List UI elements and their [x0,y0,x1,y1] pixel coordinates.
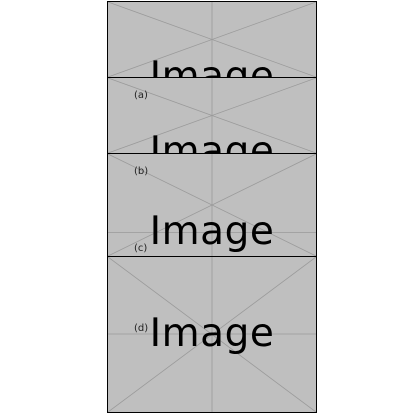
placeholder-cross-icon [108,78,316,153]
subfigure-caption-c: (c) [134,243,148,254]
subfigure-caption-b: (b) [134,166,149,177]
placeholder-text: Image [149,129,275,154]
image-placeholder-4: Image [107,256,317,413]
subfigure-caption-a: (a) [134,90,148,101]
image-placeholder-3: Image [107,153,317,257]
placeholder-cross-icon [108,257,316,412]
image-placeholder-2: Image [107,77,317,154]
placeholder-cross-icon [108,2,316,77]
placeholder-text: Image [149,311,275,356]
placeholder-text: Image [149,54,275,78]
placeholder-text: Image [149,209,275,254]
placeholder-cross-icon [108,154,316,256]
image-placeholder-1: Image [107,1,317,78]
subfigure-caption-d: (d) [134,323,149,334]
